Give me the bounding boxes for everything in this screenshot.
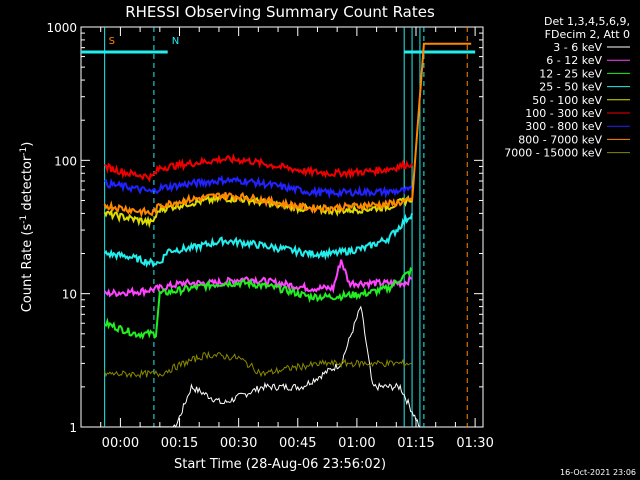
y-tick-label: 1000 [46,21,77,35]
y-axis-label: Count Rate (s-1 detector-1) [19,142,35,313]
x-tick-label: 00:00 [102,436,139,451]
series-line-6 [103,152,414,183]
chart-title: RHESSI Observing Summary Count Rates [125,3,435,21]
legend-label-3: 12 - 25 keV [539,67,602,80]
y-tick-label: 10 [62,288,77,302]
y-tick-label: 100 [54,154,77,168]
footer-timestamp: 16-Oct-2021 23:06 [560,468,636,477]
y-axis: 1 10 100 1000 [46,21,483,435]
x-axis-label: Start Time (28-Aug-06 23:56:02) [174,457,386,472]
series-group [103,42,472,428]
legend-label-4: 25 - 50 keV [539,81,602,94]
plot-frame [80,26,484,428]
legend-label-5: 50 - 100 keV [532,94,602,107]
series-line-7 [103,174,414,200]
x-tick-label: 00:45 [279,436,316,451]
series-line-9 [104,350,413,379]
legend-label-2: 6 - 12 keV [546,54,602,67]
annotation-2: N [172,36,179,47]
legend-label-8: 800 - 7000 keV [518,133,602,146]
series-line-8 [103,42,472,219]
series-line-4 [103,213,414,268]
legend: Det 1,3,4,5,6,9, FDecim 2, Att 0 3 - 6 k… [504,15,630,160]
x-tick-label: 01:30 [456,436,493,451]
y-tick-label: 1 [69,421,77,435]
series-line-1 [140,305,421,428]
series-line-3 [104,266,413,341]
x-tick-label: 00:15 [161,436,198,451]
legend-header-1: Det 1,3,4,5,6,9, [544,15,630,28]
legend-label-1: 3 - 6 keV [553,41,602,54]
legend-label-9: 7000 - 15000 keV [504,147,602,160]
legend-label-7: 300 - 800 keV [525,120,602,133]
series-line-5 [103,192,414,229]
x-tick-label: 00:30 [220,436,257,451]
legend-header-2: FDecim 2, Att 0 [545,28,630,41]
x-tick-label: 01:15 [397,436,434,451]
x-tick-label: 01:00 [338,436,375,451]
marker-lines [81,27,476,427]
annotation-1: S [109,36,115,47]
legend-label-6: 100 - 300 keV [525,107,602,120]
x-axis: 00:00 00:15 00:30 00:45 01:00 01:15 01:30 [80,27,494,451]
series-line-2 [103,259,413,298]
